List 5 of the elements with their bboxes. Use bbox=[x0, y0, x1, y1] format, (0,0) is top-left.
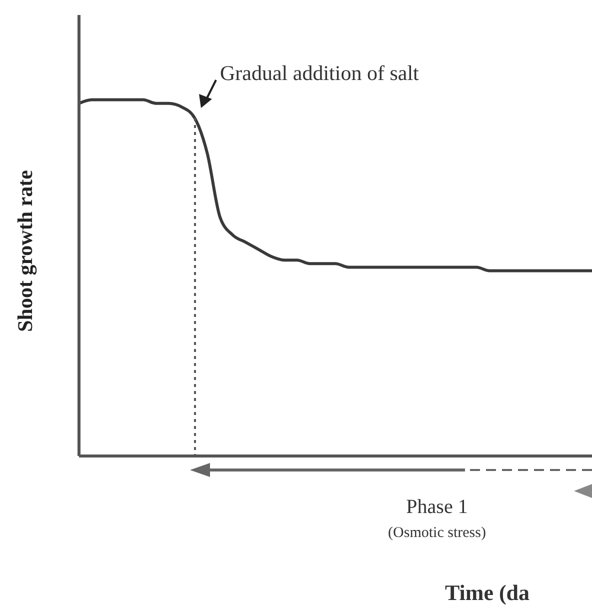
text: Time (da bbox=[445, 580, 530, 605]
y-axis-title: Shoot growth rate bbox=[13, 170, 37, 332]
text: (Osmotic stress) bbox=[388, 525, 486, 541]
text: Phase 1 bbox=[406, 496, 468, 518]
text: Gradual addition of salt bbox=[220, 61, 420, 85]
